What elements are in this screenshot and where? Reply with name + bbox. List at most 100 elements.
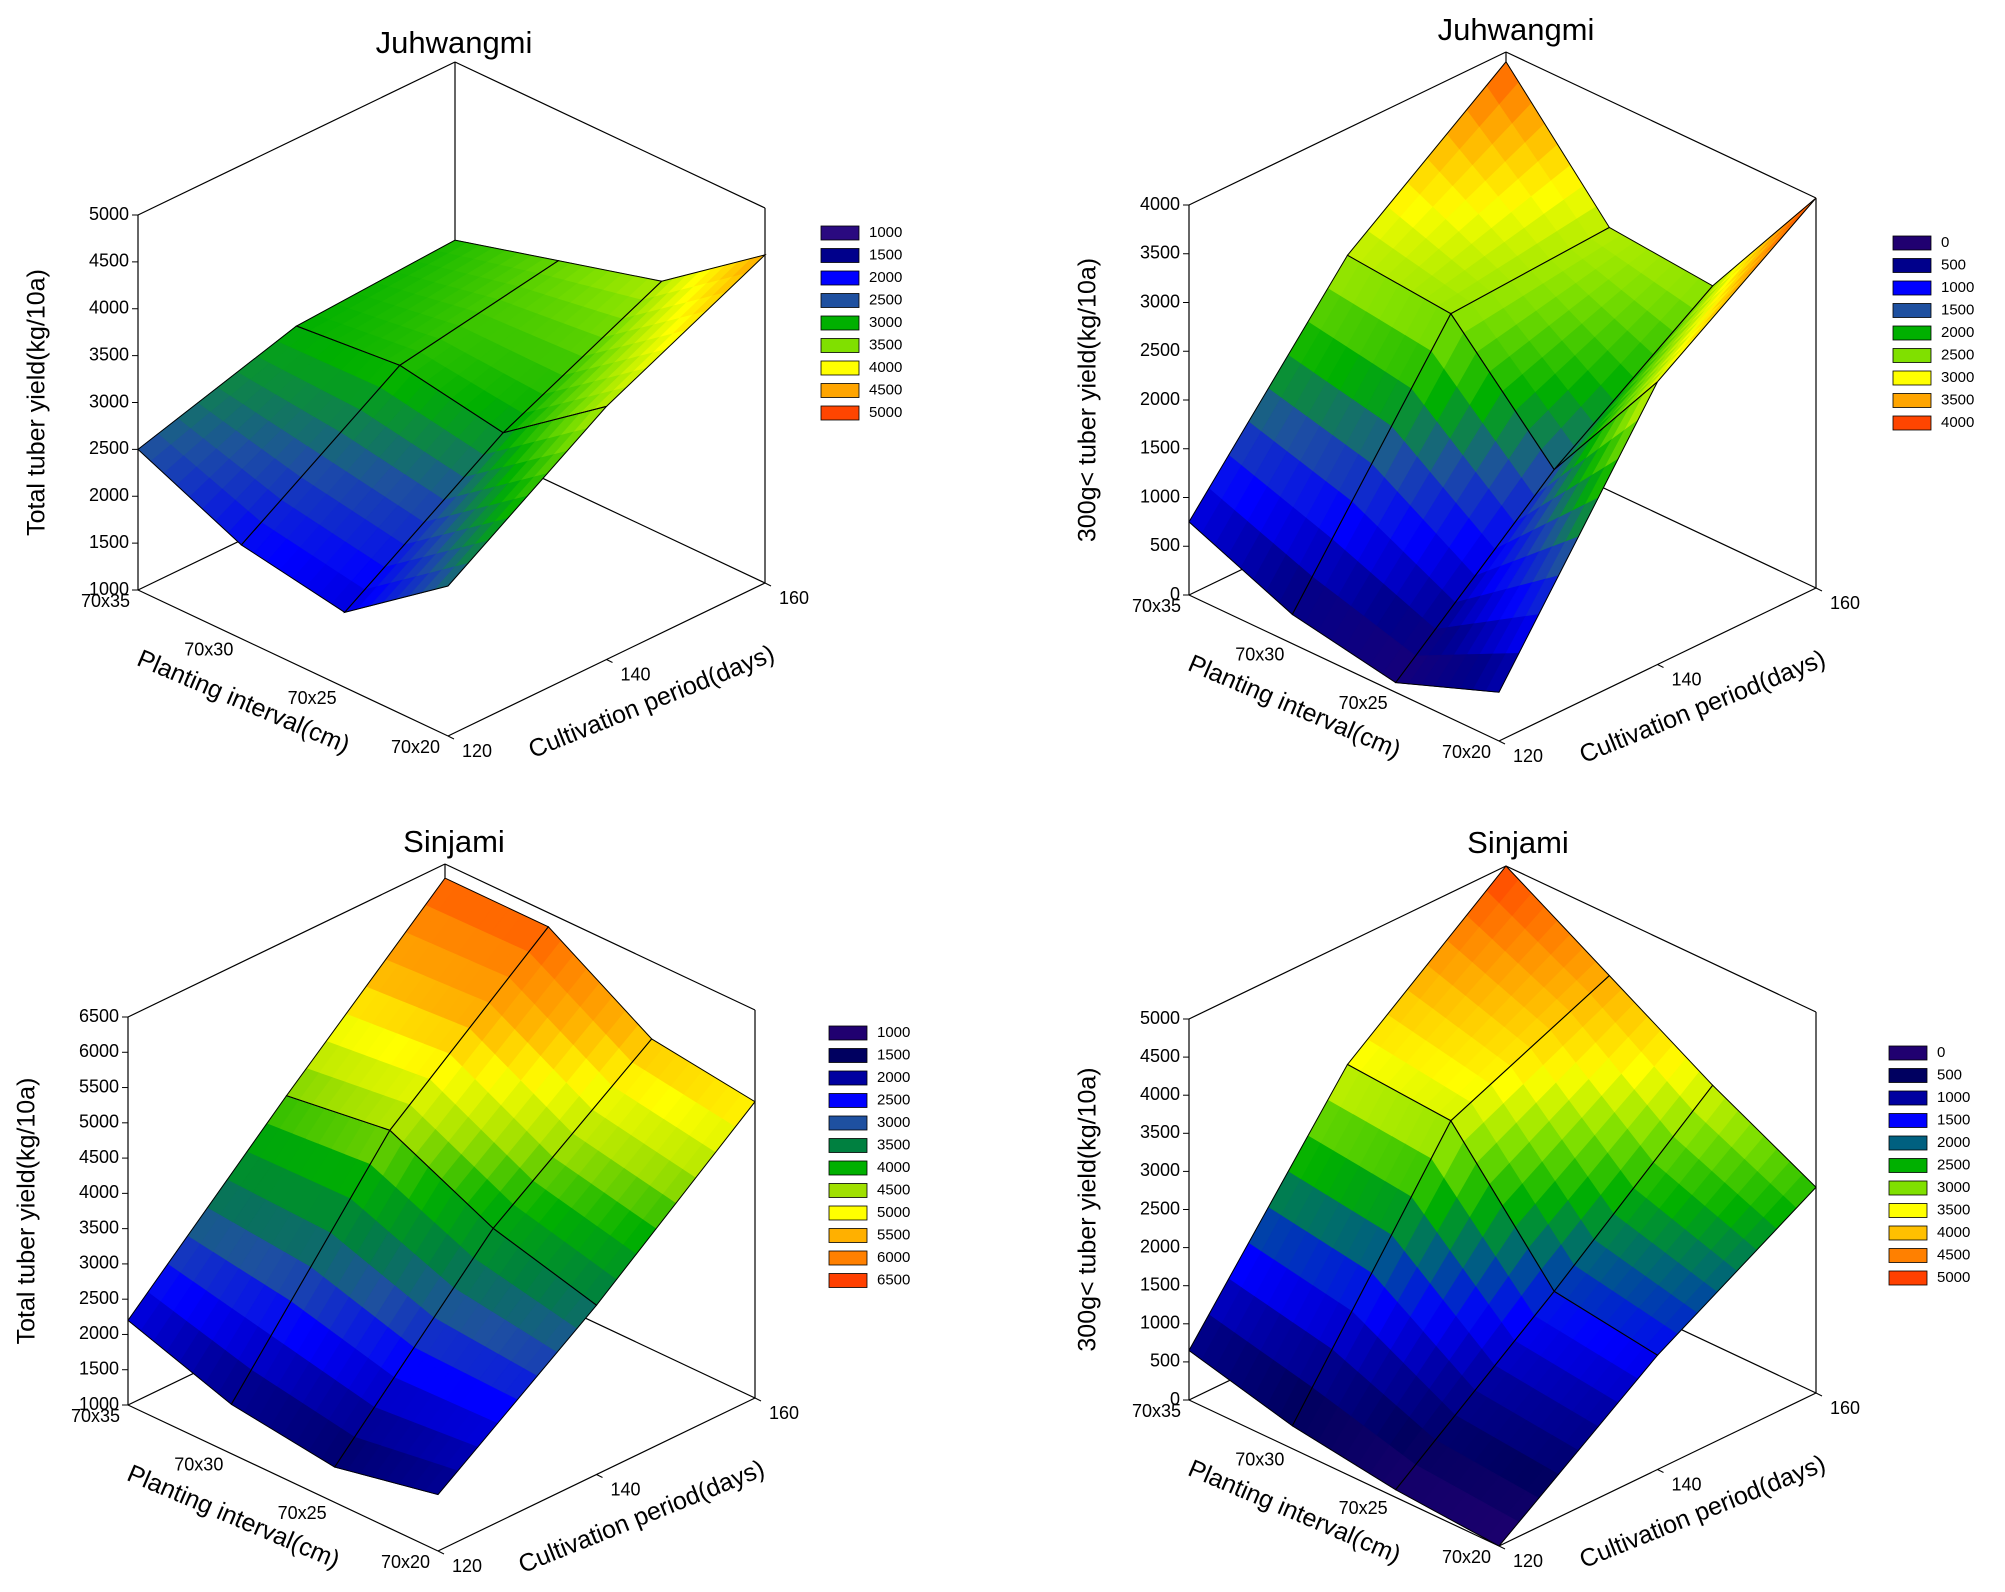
legend-swatch	[828, 1025, 868, 1041]
x-tick-label: 70x30	[174, 1454, 223, 1474]
z-tick-label: 3500	[1140, 243, 1180, 263]
legend-swatch	[1888, 1203, 1928, 1218]
surface-cell	[492, 1038, 756, 1306]
legend-swatch	[1892, 235, 1932, 251]
x-tick-label: 70x20	[1442, 1547, 1491, 1567]
y-tick-label: 120	[462, 741, 492, 761]
surface-cell	[501, 253, 767, 434]
chart-title: Juhwangmi	[1438, 12, 1595, 47]
z-tick-label: 2500	[1140, 1198, 1180, 1218]
z-tick-label: 5500	[79, 1076, 119, 1096]
surface-cell	[1553, 197, 1817, 470]
legend-swatch	[1888, 1270, 1928, 1286]
legend-label: 3000	[1941, 369, 1974, 386]
legend-label: 2500	[1941, 346, 1974, 363]
z-tick-label: 2500	[79, 1288, 119, 1308]
legend-swatch	[820, 293, 860, 308]
x-tick-label: 70x25	[1339, 1498, 1388, 1518]
legend-label: 5000	[1937, 1269, 1970, 1286]
legend-swatch	[828, 1070, 868, 1086]
legend-swatch	[828, 1093, 868, 1108]
legend-swatch	[820, 248, 860, 263]
z-tick-label: 500	[1150, 535, 1180, 555]
y-tick	[1815, 1392, 1823, 1397]
z-tick-label: 1500	[1140, 438, 1180, 458]
legend-label: 500	[1937, 1066, 1962, 1083]
z-tick-label: 4000	[1140, 194, 1180, 214]
legend-label: 3000	[877, 1114, 910, 1131]
y-tick	[1815, 587, 1823, 592]
y-tick-label: 160	[1830, 1398, 1860, 1418]
box-edge	[454, 61, 766, 209]
box-edge	[444, 863, 756, 1011]
z-tick-label: 3500	[89, 344, 129, 364]
x-tick-label: 70x30	[1235, 1449, 1284, 1469]
z-tick-label: 4500	[79, 1147, 119, 1167]
z-tick-label: 1000	[79, 1394, 119, 1414]
legend-swatch	[828, 1205, 868, 1221]
y-tick	[1657, 1469, 1664, 1473]
chart-title: Juhwangmi	[376, 25, 533, 60]
legend-swatch	[820, 338, 860, 353]
legend-swatch	[1888, 1090, 1928, 1106]
legend-swatch	[1892, 258, 1932, 273]
z-tick-label: 3000	[89, 391, 129, 411]
legend-swatch	[828, 1273, 868, 1288]
x-tick-label: 70x35	[81, 591, 130, 611]
box-edge	[1505, 865, 1817, 1013]
y-tick	[447, 735, 455, 740]
y-axis-label: Cultivation period(days)	[1575, 645, 1829, 769]
y-tick-label: 140	[621, 664, 651, 684]
x-tick-label: 70x35	[71, 1406, 120, 1426]
z-tick-label: 2000	[89, 485, 129, 505]
z-axis-label: Total tuber yield(kg/10a)	[13, 1078, 41, 1345]
legend-label: 2500	[869, 291, 902, 308]
box-edge	[1188, 594, 1500, 742]
legend-label: 1000	[869, 224, 902, 241]
y-tick	[764, 582, 772, 587]
legend-swatch	[1888, 1248, 1928, 1263]
legend-swatch	[1888, 1045, 1928, 1061]
z-tick-label: 0	[1170, 584, 1180, 604]
z-tick-label: 4500	[89, 251, 129, 271]
x-tick-label: 70x30	[1235, 644, 1284, 664]
legend-label: 0	[1941, 234, 1949, 251]
z-tick-label: 2000	[1140, 389, 1180, 409]
z-tick-label: 1500	[79, 1358, 119, 1378]
legend-label: 4000	[1941, 414, 1974, 431]
x-tick-label: 70x20	[1442, 742, 1491, 762]
legend-label: 2500	[1937, 1156, 1970, 1173]
legend-label: 2000	[1937, 1134, 1970, 1151]
legend-label: 5000	[877, 1204, 910, 1221]
y-tick	[1498, 740, 1506, 745]
z-tick-label: 2000	[1140, 1236, 1180, 1256]
legend-label: 6500	[877, 1271, 910, 1288]
z-tick-label: 4000	[1140, 1084, 1180, 1104]
y-tick-label: 140	[1672, 1474, 1702, 1494]
legend-label: 1500	[869, 246, 902, 263]
x-tick-label: 70x20	[391, 737, 440, 757]
legend-label: 2000	[1941, 324, 1974, 341]
chart-title: Sinjami	[403, 824, 505, 859]
legend-swatch	[1888, 1135, 1928, 1151]
y-tick	[754, 1397, 762, 1402]
legend-swatch	[1892, 348, 1932, 363]
legend-label: 3000	[869, 314, 902, 331]
y-tick-label: 160	[1830, 593, 1860, 613]
z-tick-label: 5000	[1140, 1008, 1180, 1028]
z-axis-label: 300g< tuber yield(kg/10a)	[1074, 258, 1102, 542]
legend-swatch	[820, 315, 860, 331]
z-tick-label: 1000	[1140, 1313, 1180, 1333]
legend-label: 3500	[1941, 391, 1974, 408]
z-tick-label: 3500	[1140, 1122, 1180, 1142]
z-axis-label: 300g< tuber yield(kg/10a)	[1074, 1067, 1102, 1351]
legend-label: 500	[1941, 256, 1966, 273]
legend-swatch	[1888, 1158, 1928, 1173]
y-tick	[437, 1550, 445, 1555]
legend-swatch	[828, 1228, 868, 1243]
y-tick	[1657, 664, 1664, 668]
box-edge	[1188, 51, 1507, 206]
legend-swatch	[820, 360, 860, 376]
z-tick-label: 4000	[89, 298, 129, 318]
y-axis-label: Cultivation period(days)	[1575, 1450, 1829, 1574]
